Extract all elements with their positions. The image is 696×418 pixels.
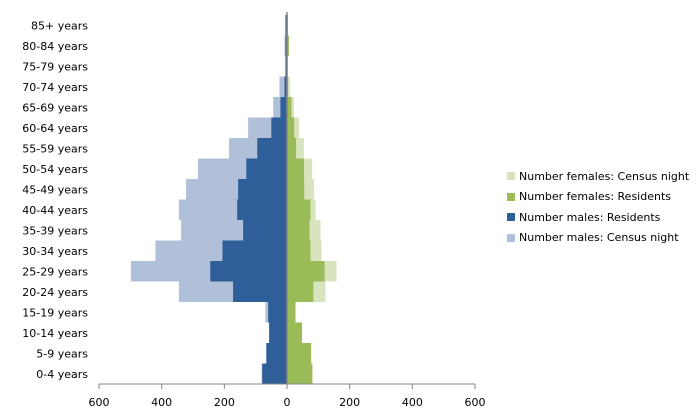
bar-right-1-14 bbox=[287, 302, 296, 323]
category-label: 15-19 years bbox=[22, 306, 88, 319]
x-tick-label: 600 bbox=[89, 396, 110, 409]
legend-swatch bbox=[507, 192, 515, 201]
legend-item: Number females: Census night bbox=[507, 166, 689, 187]
legend-item: Number females: Residents bbox=[507, 187, 689, 208]
legend: Number females: Census night Number femal… bbox=[507, 166, 689, 248]
category-label: 40-44 years bbox=[22, 204, 88, 217]
bar-left-2-4 bbox=[280, 97, 287, 118]
legend-swatch bbox=[507, 233, 515, 242]
bar-left-2-5 bbox=[271, 117, 287, 138]
bar-left-2-9 bbox=[237, 199, 287, 220]
bar-left-2-6 bbox=[257, 138, 287, 159]
bar-left-2-11 bbox=[222, 240, 287, 261]
bar-right-1-16 bbox=[287, 343, 312, 364]
legend-item: Number males: Census night bbox=[507, 228, 689, 249]
bar-right-1-13 bbox=[287, 281, 314, 302]
bar-left-2-15 bbox=[269, 322, 287, 343]
bar-left-2-0 bbox=[285, 15, 287, 36]
category-label: 25-29 years bbox=[22, 265, 88, 278]
legend-swatch bbox=[507, 213, 515, 222]
x-tick-label: 200 bbox=[339, 396, 360, 409]
category-label: 65-69 years bbox=[22, 101, 88, 114]
category-label: 80-84 years bbox=[22, 40, 88, 53]
bar-right-1-8 bbox=[287, 179, 305, 200]
bar-left-2-2 bbox=[285, 56, 287, 77]
category-label: 10-14 years bbox=[22, 327, 88, 340]
bar-left-3-3 bbox=[279, 76, 287, 97]
bar-left-2-1 bbox=[285, 35, 287, 56]
x-tick-label: 600 bbox=[465, 396, 486, 409]
x-tick-label: 400 bbox=[402, 396, 423, 409]
legend-item: Number males: Residents bbox=[507, 207, 689, 228]
bar-right-1-1 bbox=[287, 35, 289, 56]
legend-label: Number males: Residents bbox=[519, 210, 661, 224]
bar-right-1-15 bbox=[287, 322, 303, 343]
category-label: 30-34 years bbox=[22, 245, 88, 258]
bar-right-1-10 bbox=[287, 220, 310, 241]
bar-left-2-10 bbox=[243, 220, 287, 241]
category-label: 55-59 years bbox=[22, 142, 88, 155]
bar-right-1-5 bbox=[287, 117, 295, 138]
legend-label: Number females: Census night bbox=[519, 169, 690, 183]
legend-swatch bbox=[507, 172, 515, 181]
bar-right-1-9 bbox=[287, 199, 311, 220]
bar-right-1-17 bbox=[287, 363, 313, 384]
bar-left-2-17 bbox=[262, 363, 287, 384]
category-label: 45-49 years bbox=[22, 183, 88, 196]
bar-left-2-16 bbox=[266, 343, 287, 364]
bar-left-2-12 bbox=[210, 261, 287, 282]
bar-right-1-12 bbox=[287, 261, 325, 282]
bar-left-2-3 bbox=[284, 76, 287, 97]
category-label: 70-74 years bbox=[22, 81, 88, 94]
category-label: 85+ years bbox=[31, 19, 88, 32]
bar-left-2-7 bbox=[246, 158, 287, 179]
category-label: 20-24 years bbox=[22, 286, 88, 299]
category-label: 35-39 years bbox=[22, 224, 88, 237]
bar-left-2-14 bbox=[268, 302, 287, 323]
category-label: 0-4 years bbox=[36, 368, 88, 381]
category-label: 5-9 years bbox=[36, 347, 88, 360]
bar-right-1-11 bbox=[287, 240, 311, 261]
bar-right-1-7 bbox=[287, 158, 304, 179]
legend-label: Number males: Census night bbox=[519, 231, 679, 245]
bar-left-2-8 bbox=[238, 179, 287, 200]
category-label: 60-64 years bbox=[22, 122, 88, 135]
x-tick-label: 200 bbox=[214, 396, 235, 409]
bar-right-0-3 bbox=[287, 76, 291, 97]
category-label: 50-54 years bbox=[22, 163, 88, 176]
bar-left-2-13 bbox=[233, 281, 287, 302]
category-label: 75-79 years bbox=[22, 60, 88, 73]
bar-right-1-4 bbox=[287, 97, 292, 118]
x-tick-label: 400 bbox=[151, 396, 172, 409]
x-tick-label: 0 bbox=[284, 396, 291, 409]
legend-label: Number females: Residents bbox=[519, 190, 672, 204]
bar-right-1-6 bbox=[287, 138, 297, 159]
